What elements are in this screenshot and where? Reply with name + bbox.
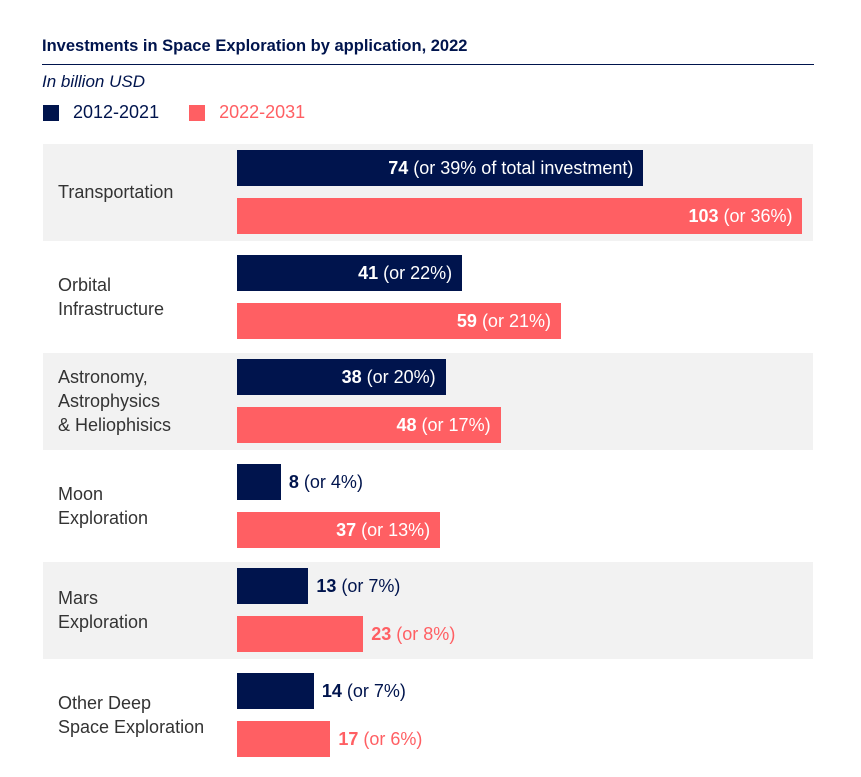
legend-swatch: [43, 104, 59, 121]
data-label: 14 (or 7%): [321, 681, 406, 701]
data-label: 48 (or 17%): [396, 415, 491, 435]
chart-title: Investments in Space Exploration by appl…: [42, 37, 468, 55]
bar-2022-2031: [237, 721, 331, 757]
title-divider: [42, 64, 814, 65]
legend-item-2022-2031: 2022-2031: [189, 102, 305, 123]
category-label: Astronomy, Astrophysics & Heliophisics: [58, 367, 172, 435]
chart-subtitle: In billion USD: [42, 72, 145, 91]
legend-swatch: [189, 104, 206, 121]
legend-label: 2012-2021: [73, 102, 160, 122]
category-label: Moon Exploration: [58, 484, 149, 528]
data-label: 17 (or 6%): [338, 729, 423, 749]
category-label: Transportation: [58, 182, 174, 202]
category-label: Other Deep Space Exploration: [58, 693, 205, 737]
bar-2012-2021: [237, 150, 644, 186]
data-label: 13 (or 7%): [316, 576, 401, 596]
bar-2012-2021: [237, 359, 446, 395]
bar-2022-2031: [237, 407, 501, 443]
data-label: 41 (or 22%): [358, 263, 453, 283]
bar-2012-2021: [237, 673, 314, 709]
legend: 2012-2021 2022-2031: [43, 102, 335, 123]
legend-label: 2022-2031: [219, 102, 306, 122]
bar-2022-2031: [237, 198, 803, 234]
data-label: 38 (or 20%): [341, 367, 436, 387]
bar-2022-2031: [237, 616, 364, 652]
data-label: 103 (or 36%): [688, 206, 793, 226]
data-label: 59 (or 21%): [456, 311, 551, 331]
category-label: Orbital Infrastructure: [58, 275, 165, 319]
bar-2022-2031: [237, 303, 561, 339]
data-label: 8 (or 4%): [288, 472, 363, 492]
data-label: 23 (or 8%): [371, 624, 456, 644]
bar-2012-2021: [237, 568, 309, 604]
category-label: Mars Exploration: [58, 588, 149, 632]
data-label: 37 (or 13%): [336, 520, 431, 540]
bar-2022-2031: [237, 512, 441, 548]
data-label: 74 (or 39% of total investment): [388, 158, 634, 178]
row-band: [43, 562, 813, 659]
bar-2012-2021: [237, 464, 281, 500]
bar-2012-2021: [237, 255, 463, 291]
legend-item-2012-2021: 2012-2021: [43, 102, 159, 123]
